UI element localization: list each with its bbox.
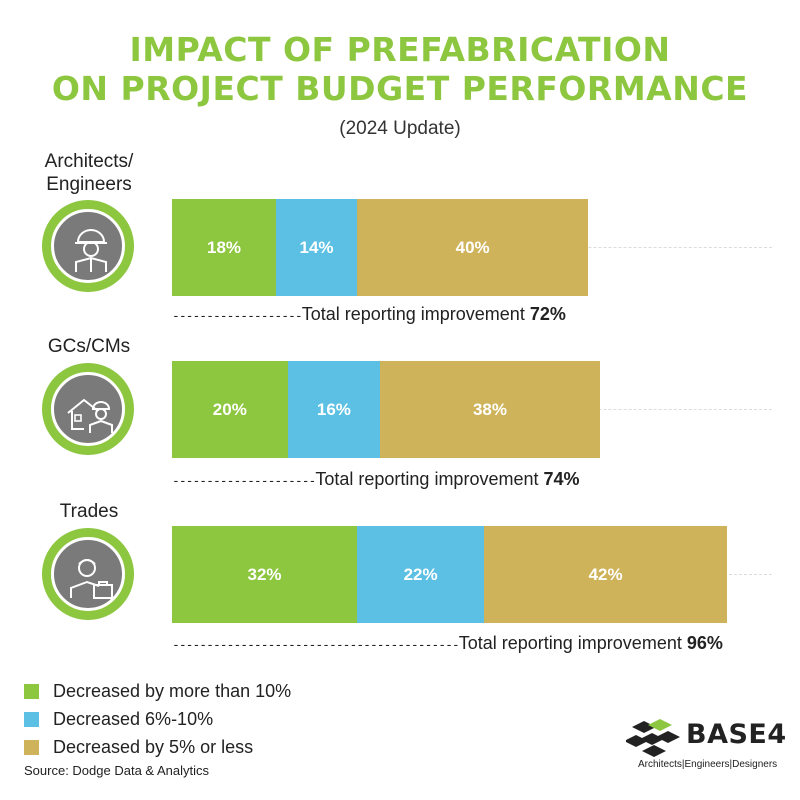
title-line-1: IMPACT OF PREFABRICATION (129, 30, 671, 69)
total-value: 96% (686, 633, 723, 653)
group-label-trades: Trades (20, 500, 158, 523)
bar-segment-5-or-less: 40% (357, 199, 589, 296)
base4-logo: BASE4 Architects|Engineers|Designers (626, 715, 796, 775)
legend-label: Decreased by 5% or less (53, 736, 254, 757)
legend-swatch-green (24, 683, 39, 699)
total-value: 72% (529, 304, 566, 324)
tradesman-briefcase-icon (42, 528, 134, 620)
bar-value-label: 22% (403, 564, 438, 584)
logo-mark-icon (626, 719, 680, 757)
chart-subtitle: (2024 Update) (339, 118, 461, 139)
bar-value-label: 18% (207, 237, 242, 257)
bar-value-label: 40% (455, 237, 490, 257)
bar-row-architects: 18% 14% 40% (172, 199, 772, 296)
bar-value-label: 20% (212, 399, 247, 419)
bar-row-trades: 32% 22% 42% (172, 526, 772, 623)
bar-value-label: 16% (316, 399, 351, 419)
group-label-line: Architects/ (44, 151, 134, 172)
legend-item: Decreased by 5% or less (24, 733, 291, 761)
logo-tagline: Architects|Engineers|Designers (638, 759, 778, 770)
total-leader-dashes: ----------------------------------------… (172, 638, 460, 653)
logo-wordmark: BASE4 (686, 719, 787, 750)
bar-value-label: 14% (299, 237, 334, 257)
total-leader-dashes: --------------------- (172, 474, 316, 489)
total-row-trades: ----------------------------------------… (172, 633, 723, 656)
legend-item: Decreased by more than 10% (24, 677, 291, 705)
title-line-2: ON PROJECT BUDGET PERFORMANCE (51, 69, 749, 108)
legend-label: Decreased 6%-10% (53, 708, 214, 729)
bar-segment-6-10: 14% (276, 199, 357, 296)
total-text: Total reporting improvement (458, 633, 682, 653)
legend-item: Decreased 6%-10% (24, 705, 291, 733)
legend-label: Decreased by more than 10% (53, 680, 292, 701)
bar-value-label: 38% (472, 399, 507, 419)
total-leader-dashes: ------------------- (172, 309, 303, 324)
total-row-architects: -------------------Total reporting impro… (172, 304, 566, 327)
total-row-gcs: ---------------------Total reporting imp… (172, 469, 580, 492)
bar-segment-6-10: 22% (357, 526, 485, 623)
legend: Decreased by more than 10% Decreased 6%-… (24, 677, 291, 761)
bar-value-label: 32% (247, 564, 282, 584)
total-text: Total reporting improvement (301, 304, 525, 324)
bar-value-label: 42% (588, 564, 623, 584)
group-label-architects: Architects/ Engineers (20, 150, 158, 196)
group-label-line: GCs/CMs (47, 336, 131, 357)
source-note: Source: Dodge Data & Analytics (24, 763, 209, 778)
bar-segment-more-than-10: 18% (172, 199, 277, 296)
bar-segment-6-10: 16% (287, 361, 381, 458)
bar-segment-more-than-10: 32% (172, 526, 357, 623)
bar-segment-5-or-less: 38% (380, 361, 600, 458)
group-label-gcs: GCs/CMs (20, 335, 158, 358)
legend-swatch-blue (24, 711, 39, 727)
total-value: 74% (543, 469, 580, 489)
contractor-house-icon (42, 363, 134, 455)
bar-segment-5-or-less: 42% (484, 526, 727, 623)
group-label-line: Engineers (46, 174, 132, 195)
legend-swatch-gold (24, 739, 39, 755)
engineer-icon (42, 200, 134, 292)
chart-title: IMPACT OF PREFABRICATION ON PROJECT BUDG… (0, 30, 800, 108)
bar-row-gcs: 20% 16% 38% (172, 361, 772, 458)
group-label-line: Trades (59, 501, 119, 522)
bar-segment-more-than-10: 20% (172, 361, 288, 458)
total-text: Total reporting improvement (315, 469, 539, 489)
